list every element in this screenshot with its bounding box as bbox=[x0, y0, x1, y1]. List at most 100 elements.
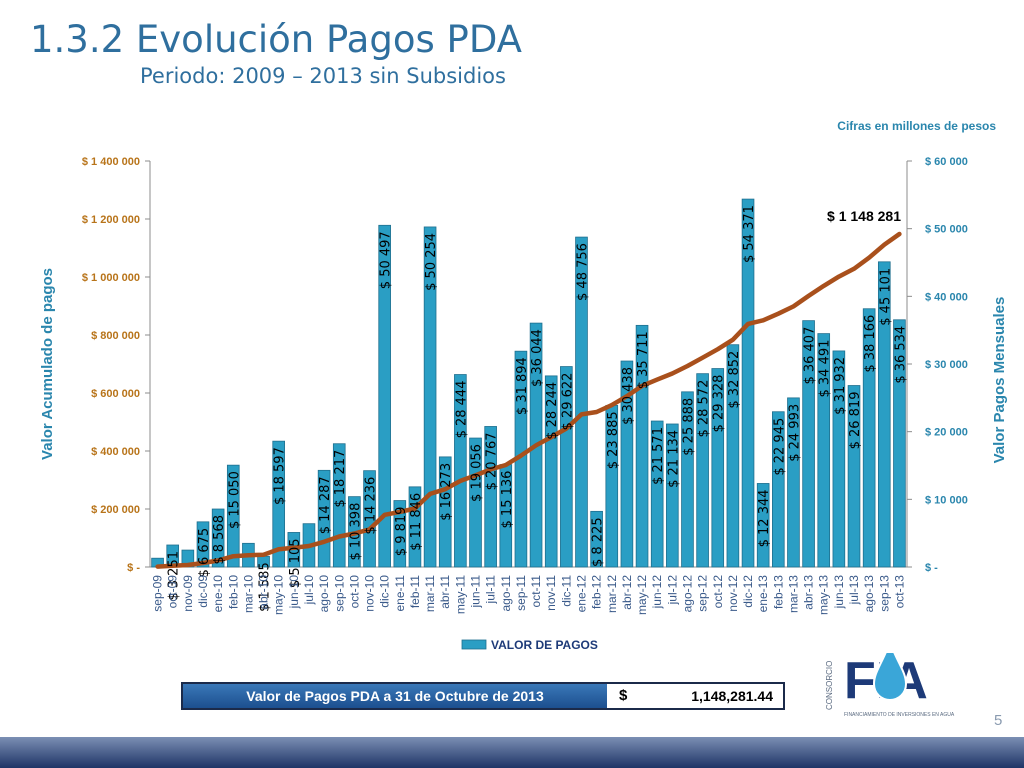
category-label: ago-13 bbox=[862, 575, 876, 613]
bar-jun-13 bbox=[832, 350, 846, 568]
category-label: feb-11 bbox=[408, 575, 422, 608]
bar-oct-12 bbox=[711, 368, 725, 568]
category-label: may-11 bbox=[453, 575, 467, 614]
left-tick-label: $ 200 000 bbox=[91, 504, 140, 516]
category-label: nov-12 bbox=[726, 575, 740, 612]
left-tick-label: $ 400 000 bbox=[91, 446, 140, 458]
category-label: nov-10 bbox=[363, 575, 377, 612]
units-note: Cifras en millones de pesos bbox=[837, 119, 996, 133]
summary-box: Valor de Pagos PDA a 31 de Octubre de 20… bbox=[181, 682, 785, 710]
footer-bar bbox=[0, 737, 1024, 768]
bar-value-label: $ 8 568 bbox=[212, 515, 227, 565]
line-end-label: $ 1 148 281 bbox=[827, 208, 901, 224]
category-label: jun-12 bbox=[650, 575, 664, 610]
left-tick-label: $ 1 400 000 bbox=[82, 156, 140, 168]
category-label: abr-10 bbox=[257, 575, 271, 610]
bar-feb-11 bbox=[408, 486, 422, 568]
bar-value-label: $ 14 236 bbox=[364, 477, 379, 535]
bar-may-10 bbox=[272, 440, 285, 568]
bar-value-label: $ 31 894 bbox=[515, 357, 530, 415]
bar-value-label: $ 45 101 bbox=[878, 268, 893, 326]
bar-sep-12 bbox=[696, 373, 709, 568]
bar-abr-13 bbox=[802, 320, 815, 568]
category-label: jul-10 bbox=[302, 575, 316, 606]
bar-value-label: $ 12 344 bbox=[757, 489, 772, 547]
bar-value-label: $ 25 888 bbox=[681, 398, 696, 456]
category-label: feb-12 bbox=[590, 575, 604, 609]
bar-value-label: $ 36 044 bbox=[530, 329, 545, 387]
bar-jun-11 bbox=[469, 437, 482, 568]
bar-may-13 bbox=[817, 333, 831, 568]
category-label: sep-11 bbox=[514, 575, 528, 611]
legend-swatch bbox=[461, 639, 487, 650]
category-label: may-12 bbox=[635, 575, 649, 615]
bar-value-label: $ 30 438 bbox=[621, 367, 636, 425]
category-label: oct-10 bbox=[347, 575, 361, 609]
bar-ago-12 bbox=[681, 391, 694, 568]
category-label: dic-12 bbox=[741, 575, 755, 608]
bar-value-label: $ 18 217 bbox=[333, 450, 348, 508]
summary-value: 1,148,281.44 bbox=[691, 688, 773, 704]
summary-currency: $ bbox=[619, 687, 628, 704]
bar-value-label: $ 3 251 bbox=[167, 551, 182, 601]
category-label: ene-10 bbox=[211, 575, 225, 613]
category-label: jul-12 bbox=[665, 575, 679, 606]
category-label: ago-11 bbox=[499, 575, 513, 612]
left-tick-label: $ 1 200 000 bbox=[82, 214, 140, 226]
bar-value-label: $ 29 622 bbox=[560, 373, 575, 431]
bar-sep-10 bbox=[332, 443, 346, 568]
bar-value-label: $ 15 050 bbox=[227, 471, 242, 529]
fia-logo: CONSORCIO FIA FINANCIAMIENTO DE INVERSIO… bbox=[825, 651, 955, 718]
bar-value-label: $ 36 534 bbox=[893, 326, 908, 384]
page-number: 5 bbox=[994, 712, 1003, 729]
category-label: mar-13 bbox=[786, 575, 800, 613]
bar-value-label: $ 50 497 bbox=[379, 231, 394, 289]
bar-feb-10 bbox=[226, 464, 240, 568]
bar-mar-11 bbox=[423, 226, 437, 568]
left-axis-title: Valor Acumulado de pagos bbox=[39, 268, 56, 460]
bar-value-label: $ 5 105 bbox=[288, 538, 303, 588]
category-label: abr-11 bbox=[438, 575, 452, 609]
bar-sep-13 bbox=[877, 261, 891, 568]
bar-value-label: $ 22 945 bbox=[772, 418, 787, 476]
bar-value-label: $ 28 444 bbox=[454, 381, 469, 439]
right-tick-label: $ - bbox=[925, 562, 938, 574]
category-label: ene-13 bbox=[756, 575, 770, 613]
bar-value-label: $ 1 585 bbox=[258, 562, 273, 612]
bar-jul-11 bbox=[484, 426, 497, 568]
bar-value-label: $ 36 407 bbox=[803, 327, 818, 385]
left-tick-label: $ 1 000 000 bbox=[82, 272, 140, 284]
bar-value-label: $ 6 675 bbox=[197, 528, 212, 578]
payments-chart: $ - $ 200 000 $ 400 000 $ 600 000 $ 800 000 $… bbox=[39, 119, 1008, 652]
slide-subtitle: Periodo: 2009 – 2013 sin Subsidios bbox=[140, 64, 506, 88]
bar-abr-12 bbox=[620, 360, 634, 568]
category-label: mar-10 bbox=[241, 575, 255, 613]
bar-value-label: $ 28 244 bbox=[545, 382, 560, 440]
bar-ene-13 bbox=[756, 483, 770, 568]
bar-abr-11 bbox=[438, 456, 452, 568]
category-label: abr-12 bbox=[620, 575, 634, 610]
bar-value-label: $ 21 571 bbox=[651, 427, 666, 485]
category-label: nov-09 bbox=[181, 575, 195, 612]
bar-may-12 bbox=[635, 324, 649, 568]
category-label: sep-13 bbox=[877, 575, 891, 612]
bar-jul-12 bbox=[666, 423, 679, 568]
category-label: jul-11 bbox=[484, 575, 498, 605]
category-label: feb-10 bbox=[226, 575, 240, 609]
category-label: ago-12 bbox=[680, 575, 694, 613]
right-tick-label: $ 40 000 bbox=[925, 291, 968, 303]
summary-label: Valor de Pagos PDA a 31 de Octubre de 20… bbox=[183, 684, 607, 708]
bar-jun-12 bbox=[650, 420, 664, 568]
category-label: ene-11 bbox=[393, 575, 407, 612]
bar-dic-12 bbox=[741, 198, 755, 568]
bar-feb-13 bbox=[772, 411, 785, 568]
category-label: may-10 bbox=[272, 575, 286, 615]
bar-oct-13 bbox=[893, 319, 906, 568]
bar-value-label: $ 23 885 bbox=[606, 411, 621, 469]
bar-value-label: $ 11 846 bbox=[409, 493, 424, 551]
bar-value-label: $ 38 166 bbox=[863, 315, 878, 373]
cumulative-line bbox=[155, 231, 902, 569]
bar-value-label: $ 15 136 bbox=[500, 471, 515, 529]
bar-value-label: $ 50 254 bbox=[424, 233, 439, 291]
category-label: mar-12 bbox=[605, 575, 619, 613]
